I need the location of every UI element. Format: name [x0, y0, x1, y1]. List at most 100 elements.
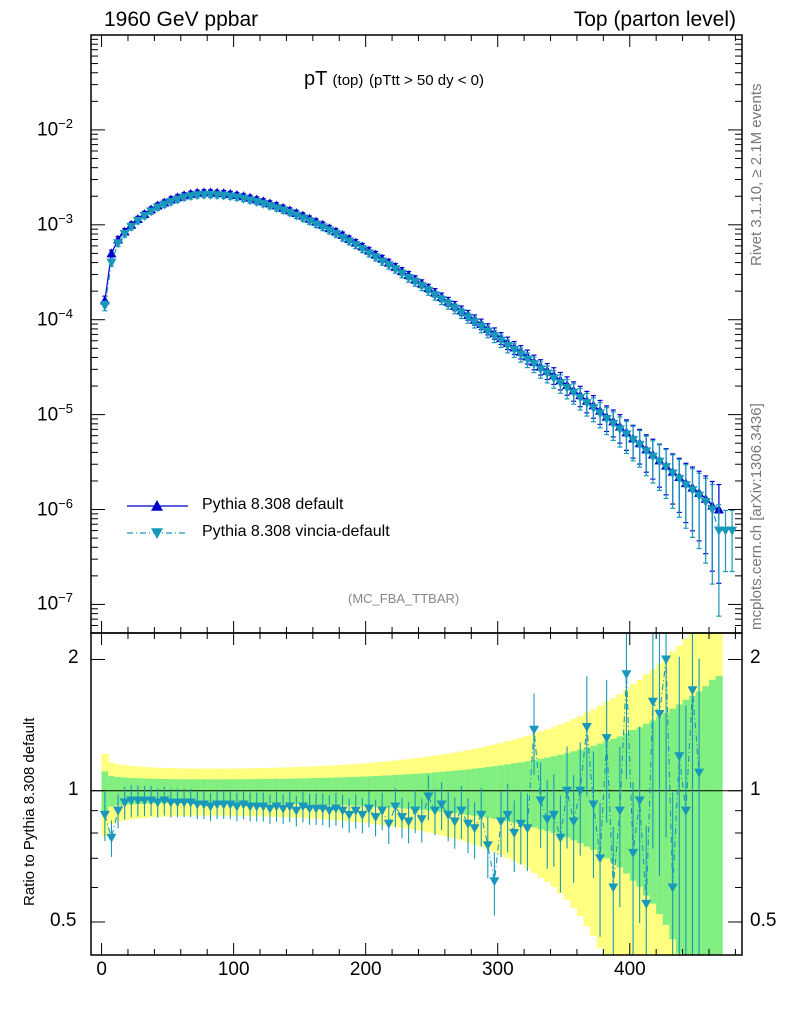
- ratio-band-1sigma: [484, 767, 492, 818]
- data-point-vincia: [608, 419, 619, 429]
- data-point-vincia: [205, 190, 216, 200]
- ratio-band-1sigma: [451, 770, 459, 814]
- ratio-data-point: [515, 819, 526, 829]
- data-point-vincia: [502, 341, 513, 351]
- ratio-data-point: [449, 817, 460, 827]
- ratio-data-point: [363, 804, 374, 814]
- data-point-vincia: [535, 365, 546, 375]
- mcplots-label: mcplots.cern.ch [arXiv:1306.3436]: [748, 403, 765, 630]
- ratio-data-point: [99, 810, 110, 820]
- ratio-data-point: [462, 819, 473, 829]
- data-point-vincia: [509, 345, 520, 355]
- ratio-data-point: [172, 798, 183, 808]
- x-tick-label: 400: [614, 959, 646, 980]
- ratio-data-point: [416, 815, 427, 825]
- data-point-vincia: [674, 474, 685, 484]
- data-point-vincia: [555, 379, 566, 389]
- ratio-data-point: [509, 828, 520, 838]
- ratio-band-1sigma: [596, 743, 604, 854]
- y-tick-label: 10−3: [37, 210, 73, 236]
- plot-title-sub2: (pTtt > 50 dy < 0): [368, 72, 485, 89]
- ratio-data-point: [489, 877, 500, 887]
- data-point-vincia: [562, 384, 573, 394]
- ratio-data-point: [667, 883, 678, 893]
- ratio-data-point: [324, 806, 335, 816]
- data-point-vincia: [212, 191, 223, 201]
- ratio-data-point: [126, 796, 137, 806]
- ratio-y-tick-label: 0.5: [50, 909, 77, 931]
- data-point-vincia: [588, 404, 599, 414]
- ratio-band-1sigma: [385, 775, 393, 808]
- ratio-data-point: [192, 800, 203, 810]
- ratio-data-point: [562, 786, 573, 796]
- ratio-data-point: [212, 800, 223, 810]
- ratio-band-1sigma: [715, 675, 723, 955]
- data-point-vincia: [429, 291, 440, 301]
- ratio-data-point: [628, 848, 639, 858]
- legend-label-vincia: Pythia 8.308 vincia-default: [202, 523, 390, 540]
- ratio-data-point: [429, 806, 440, 816]
- ratio-data-point: [529, 725, 540, 735]
- data-point-vincia: [165, 197, 176, 207]
- ratio-panel-frame: [90, 632, 743, 956]
- data-point-vincia: [113, 239, 124, 249]
- data-point-vincia: [192, 191, 203, 201]
- data-point-vincia: [198, 190, 209, 200]
- plot-title-sub1: (top): [332, 72, 364, 89]
- ratio-band-1sigma: [345, 777, 353, 806]
- ratio-band-1sigma: [642, 723, 651, 896]
- ratio-data-point: [205, 802, 216, 812]
- data-point-vincia: [436, 295, 447, 305]
- ratio-data-point: [601, 734, 612, 744]
- ratio-data-point: [390, 802, 401, 812]
- ratio-band-1sigma: [609, 738, 618, 863]
- data-point-vincia: [568, 388, 579, 398]
- ratio-data-point: [581, 723, 592, 733]
- data-point-vincia: [284, 208, 295, 218]
- rivet-label: Rivet 3.1.10, ≥ 2.1M events: [748, 83, 765, 267]
- data-point-vincia: [337, 233, 348, 243]
- data-point-vincia: [647, 452, 658, 462]
- ratio-data-point: [608, 883, 619, 893]
- y-tick-label: 10−6: [37, 495, 73, 520]
- ratio-data-point: [152, 798, 163, 808]
- ratio-data-point: [311, 804, 322, 814]
- data-point-vincia: [522, 355, 533, 365]
- x-tick-label: 100: [217, 959, 250, 980]
- ratio-data-point: [436, 800, 447, 810]
- ratio-data-point: [542, 815, 553, 825]
- legend-markers: [127, 500, 188, 539]
- ratio-data-point: [654, 709, 665, 719]
- data-point-vincia: [410, 277, 421, 287]
- ratio-data-point: [555, 833, 566, 843]
- ratio-band-1sigma: [583, 747, 591, 847]
- legend-marker-vincia: [151, 528, 163, 539]
- ratio-band-1sigma: [405, 774, 413, 809]
- data-point-vincia: [179, 193, 190, 203]
- data-point-vincia: [456, 309, 467, 319]
- data-point-vincia: [423, 286, 434, 296]
- data-point-vincia: [344, 237, 355, 247]
- data-point-vincia: [139, 211, 150, 221]
- ratio-data-point: [469, 824, 480, 834]
- y-tick-label: 10−7: [37, 590, 73, 615]
- ratio-data-point: [179, 798, 190, 808]
- data-point-default: [106, 248, 117, 258]
- ratio-data-point: [641, 899, 652, 909]
- data-point-vincia: [687, 486, 698, 496]
- data-point-vincia: [357, 245, 368, 255]
- ratio-band-1sigma: [471, 768, 479, 816]
- x-tick-label: 200: [349, 959, 382, 980]
- ratio-data-point: [304, 804, 315, 814]
- ratio-y-tick-label-right: 0.5: [750, 909, 777, 931]
- ratio-band-1sigma: [491, 766, 499, 819]
- ratio-data-point: [344, 810, 355, 820]
- ratio-band-1sigma: [378, 775, 386, 808]
- ratio-data-point: [291, 806, 302, 816]
- ratio-data-point: [218, 800, 229, 810]
- ratio-band-1sigma: [623, 733, 631, 874]
- data-point-vincia: [654, 457, 665, 467]
- data-point-vincia: [185, 192, 196, 202]
- ratio-data-point: [443, 810, 454, 820]
